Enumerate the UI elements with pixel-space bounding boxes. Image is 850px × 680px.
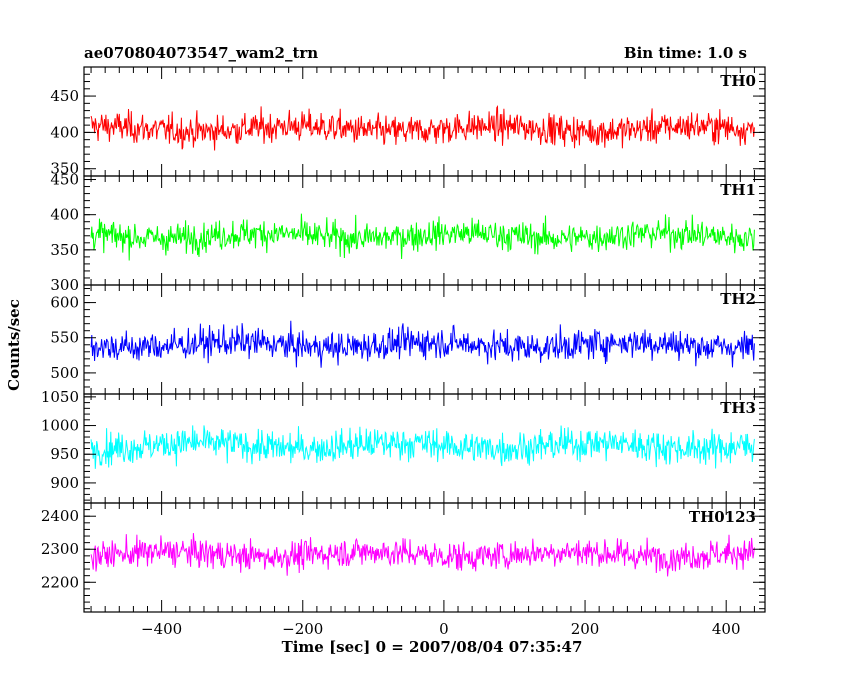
- panel-label-th0: TH0: [720, 72, 756, 90]
- y-tick-label: 2200: [41, 573, 79, 591]
- x-tick-label: 0: [439, 620, 449, 638]
- y-tick-label: 950: [50, 445, 79, 463]
- y-tick-label: 900: [50, 474, 79, 492]
- y-tick-label: 450: [50, 171, 79, 189]
- y-tick-label: 550: [50, 329, 79, 347]
- y-tick-label: 600: [50, 294, 79, 312]
- y-tick-label: 1050: [41, 388, 79, 406]
- y-tick-label: 300: [50, 276, 79, 294]
- series-line-th2: [90, 320, 755, 368]
- x-axis-label: Time [sec] 0 = 2007/08/04 07:35:47: [281, 638, 583, 656]
- series-line-th1: [90, 213, 755, 261]
- bin-time-label: Bin time: 1.0 s: [623, 44, 747, 62]
- panel-label-th0123: TH0123: [689, 508, 756, 526]
- panel-label-th3: TH3: [720, 399, 756, 417]
- y-tick-label: 500: [50, 364, 79, 382]
- panel-label-th2: TH2: [720, 290, 756, 308]
- series-line-th3: [90, 425, 755, 469]
- chart-title: ae070804073547_wam2_trn: [84, 44, 319, 62]
- y-tick-label: 400: [50, 206, 79, 224]
- series-line-th0123: [90, 533, 755, 577]
- x-tick-label: −400: [141, 620, 182, 638]
- y-tick-label: 1000: [41, 417, 79, 435]
- y-tick-label: 450: [50, 87, 79, 105]
- y-tick-label: 2300: [41, 540, 79, 558]
- y-tick-label: 2400: [41, 507, 79, 525]
- panel-frame-th0123: [83, 502, 766, 613]
- y-tick-label: 350: [50, 241, 79, 259]
- x-tick-label: −200: [282, 620, 323, 638]
- panel-label-th1: TH1: [720, 181, 756, 199]
- y-axis-label: Counts/sec: [5, 299, 23, 391]
- series-line-th0: [90, 104, 755, 151]
- x-tick-label: 400: [712, 620, 741, 638]
- y-tick-label: 350: [50, 160, 79, 178]
- x-tick-label: 200: [571, 620, 600, 638]
- y-tick-label: 400: [50, 123, 79, 141]
